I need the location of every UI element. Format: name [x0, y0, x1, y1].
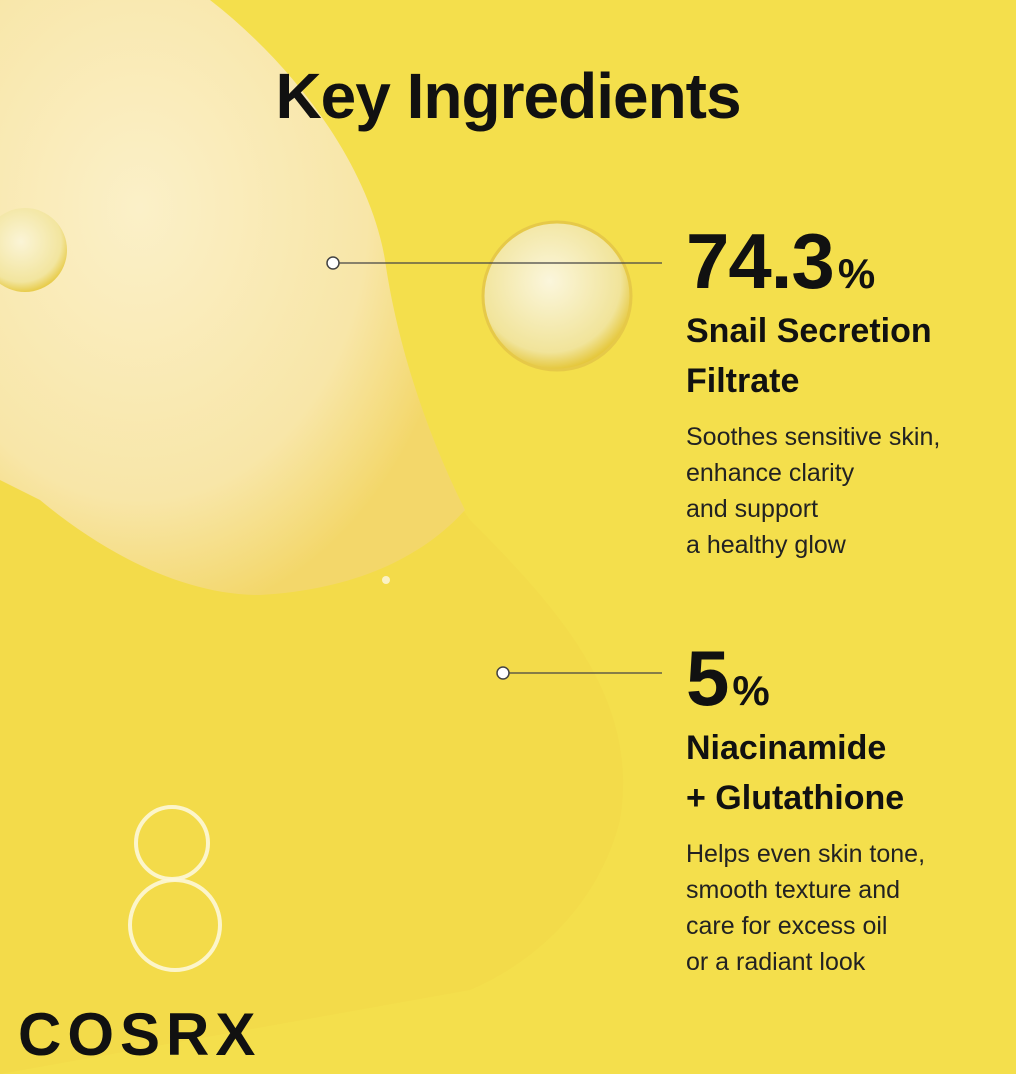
percent-value: 5	[686, 634, 728, 722]
ingredient-name: Snail Secretion	[686, 312, 932, 350]
droplet	[481, 220, 633, 372]
ingredient-name: Filtrate	[686, 362, 799, 400]
ingredient-description: care for excess oil	[686, 912, 887, 940]
ingredient-description: Helps even skin tone,	[686, 840, 925, 868]
percent-value: 74.3	[686, 217, 834, 305]
ingredient-description: and support	[686, 495, 818, 523]
ingredient-description: or a radiant look	[686, 948, 866, 976]
ingredient-description: enhance clarity	[686, 459, 855, 487]
percent-unit: %	[838, 250, 875, 297]
connector-dot	[326, 256, 340, 270]
cream-blob	[0, 0, 465, 595]
droplet	[0, 208, 67, 292]
percent: 5%	[686, 634, 770, 722]
bubble	[382, 576, 390, 584]
ingredient-name: Niacinamide	[686, 729, 886, 767]
percent-unit: %	[732, 667, 769, 714]
title: Key Ingredients	[275, 60, 740, 132]
ingredient-description: Soothes sensitive skin,	[686, 423, 940, 451]
bubble	[128, 878, 222, 972]
ingredient-description: a healthy glow	[686, 531, 847, 559]
percent: 74.3%	[686, 217, 875, 305]
brand-logo: COSRX	[18, 1001, 261, 1068]
ingredient-name: + Glutathione	[686, 779, 904, 817]
ingredient-description: smooth texture and	[686, 876, 900, 904]
connector-dot	[496, 666, 510, 680]
